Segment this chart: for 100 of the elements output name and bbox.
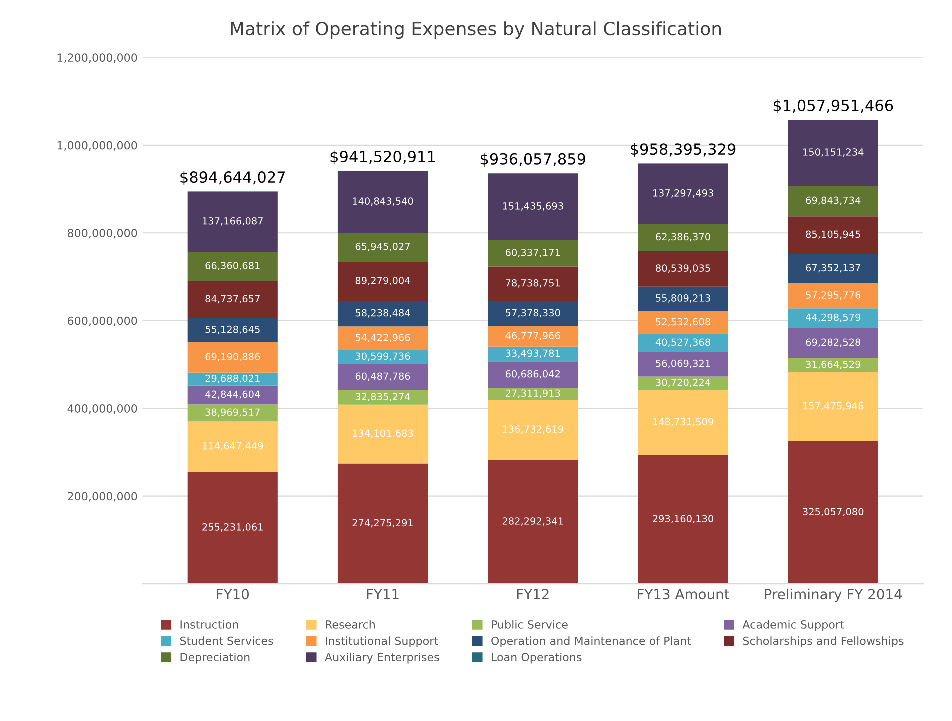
data-label: 30,599,736 [356, 352, 410, 362]
data-label: 151,435,693 [503, 202, 564, 211]
bar [338, 404, 428, 464]
data-label: 67,352,137 [806, 264, 860, 273]
bar [788, 358, 878, 372]
bar [188, 318, 278, 343]
bar [188, 372, 278, 386]
legend-label: Academic Support [742, 620, 844, 632]
data-label: 58,238,484 [356, 309, 410, 318]
data-label: 136,732,619 [503, 426, 564, 434]
data-label: 157,475,946 [804, 402, 864, 411]
legend-label: Student Services [180, 636, 274, 646]
data-label: 60,686,042 [506, 370, 560, 379]
x-tick-label: FY10 [217, 589, 250, 600]
bar [638, 455, 728, 584]
data-label: 69,190,886 [206, 353, 260, 362]
bar [788, 441, 878, 584]
bar [788, 254, 878, 284]
bar [338, 350, 428, 364]
data-label: 44,298,579 [806, 314, 861, 322]
y-tick-label: 1,000,000,000 [58, 141, 138, 151]
data-label: 69,282,528 [806, 338, 861, 348]
bar [638, 286, 728, 312]
data-label: 65,945,027 [356, 242, 410, 252]
bar [188, 281, 278, 318]
bar [788, 328, 878, 358]
bar [488, 388, 578, 400]
total-label: $894,644,027 [180, 171, 286, 186]
bar [488, 174, 578, 240]
data-label: 46,777,966 [506, 332, 560, 340]
legend-label: Operation and Maintenance of Plant [492, 636, 692, 648]
legend-label: Depreciation [180, 652, 250, 664]
data-label: 40,527,368 [656, 338, 710, 348]
data-label: 29,688,021 [206, 374, 260, 384]
data-label: 60,337,171 [506, 248, 560, 258]
data-label: 33,493,781 [506, 350, 560, 358]
data-label: 52,532,608 [656, 318, 710, 327]
legend-label: Research [326, 620, 375, 629]
bar [488, 460, 578, 584]
data-label: 57,295,776 [806, 292, 861, 300]
bar [638, 352, 728, 377]
data-label: 140,843,540 [353, 198, 414, 206]
data-label: 78,738,751 [506, 279, 560, 288]
bar [188, 192, 278, 252]
bar [338, 464, 428, 584]
bar [488, 362, 578, 388]
legend-label: Institutional Support [326, 636, 438, 648]
data-label: 137,297,493 [653, 190, 714, 198]
data-label: 137,166,087 [203, 217, 263, 226]
bar [788, 284, 878, 309]
bar [338, 326, 428, 351]
bar [338, 364, 428, 390]
data-label: 89,279,004 [356, 277, 410, 286]
bar [488, 400, 578, 460]
data-label: 66,360,681 [206, 262, 260, 270]
x-tick-label: FY11 [367, 589, 399, 600]
data-label: 150,151,234 [804, 148, 864, 157]
bar [338, 390, 428, 405]
bar [338, 171, 428, 234]
data-label: 38,969,517 [206, 408, 260, 418]
data-label: 56,069,321 [656, 360, 710, 368]
bar [188, 404, 278, 422]
bar [188, 472, 278, 584]
bar [338, 262, 428, 302]
bar [638, 224, 728, 252]
bar [788, 308, 878, 328]
data-label: 255,231,061 [202, 524, 263, 532]
bar [188, 342, 278, 373]
data-label: 55,128,645 [206, 326, 260, 334]
data-label: 114,647,449 [203, 442, 264, 451]
bar [788, 186, 878, 217]
bar [638, 311, 728, 334]
bar [638, 164, 728, 224]
y-tick-label: 600,000,000 [68, 316, 138, 326]
data-label: 30,720,224 [656, 378, 711, 388]
legend-label: Loan Operations [492, 652, 582, 664]
bar [638, 376, 728, 390]
bar [638, 334, 728, 352]
chart-title: Matrix of Operating Expenses by Natural Classification [231, 22, 722, 40]
data-label: 27,311,913 [506, 390, 560, 398]
data-label: 54,422,966 [356, 334, 410, 342]
data-label: 62,386,370 [656, 233, 710, 242]
legend-label: Auxiliary Enterprises [325, 652, 440, 664]
bar [188, 386, 278, 405]
total-label: $941,520,911 [330, 150, 436, 165]
data-label: 134,101,683 [353, 430, 414, 438]
data-label: 293,160,130 [653, 515, 714, 524]
data-label: 80,539,035 [656, 264, 710, 273]
bar [488, 326, 578, 347]
data-label: 60,487,786 [356, 372, 410, 382]
bar [188, 422, 278, 472]
x-tick-label: Preliminary FY 2014 [765, 588, 902, 602]
data-label: 69,843,734 [806, 196, 861, 206]
bar [488, 266, 578, 302]
bar [488, 346, 578, 362]
bar [338, 233, 428, 262]
data-label: 85,105,945 [806, 230, 860, 240]
data-label: 274,275,291 [352, 519, 414, 528]
total-label: $958,395,329 [631, 143, 736, 158]
y-tick-label: 800,000,000 [68, 229, 138, 239]
